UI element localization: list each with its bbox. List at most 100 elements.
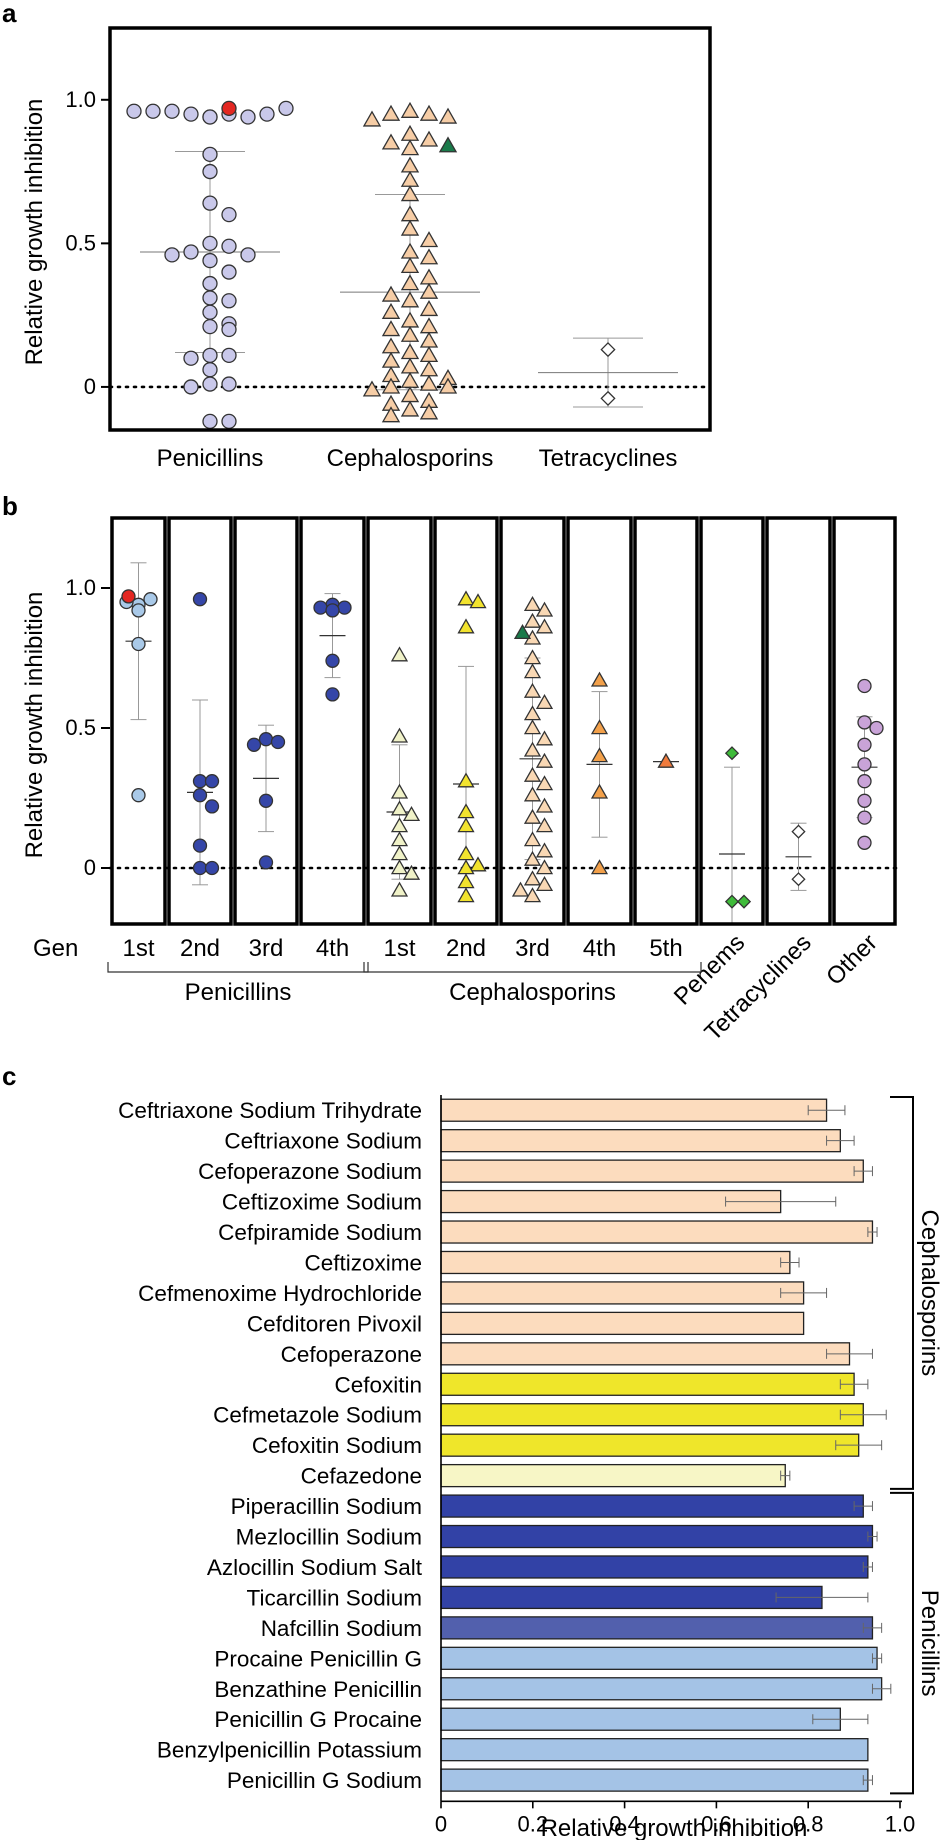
panel-c-bar	[440, 1616, 874, 1640]
panel-b-data-point	[204, 799, 220, 814]
panel-c-bar-row: Benzylpenicillin Potassium	[157, 1738, 869, 1763]
panel-b-letter: b	[2, 491, 18, 521]
panel-b-data-point	[535, 601, 554, 617]
panel-a-data-point	[400, 400, 420, 417]
panel-b-x-generation-label: 4th	[583, 935, 616, 962]
panel-b-x-generation-label: 5th	[649, 935, 682, 962]
panel-a-data-point	[400, 170, 420, 187]
panel-c-bar	[440, 1524, 874, 1549]
panel-c-bracket-label: Cephalosporins	[916, 1210, 943, 1377]
panel-b-data-point	[535, 797, 554, 813]
panel-a-data-point	[400, 101, 420, 118]
panel-a-data-point	[126, 103, 142, 119]
panel-b-data-point	[535, 752, 554, 768]
panel-a-data-point	[400, 357, 420, 374]
panel-a-data-point	[419, 248, 439, 265]
panel-b-data-point	[457, 845, 475, 861]
panel-a-data-point	[202, 347, 218, 363]
panel-a-data-point	[183, 379, 199, 395]
panel-b-data-point	[523, 808, 542, 824]
panel-c-bar-row: Benzathine Penicillin	[214, 1677, 892, 1702]
panel-b-column-penem-penems	[719, 746, 752, 924]
panel-a-data-point	[202, 362, 218, 378]
panel-a-data-point	[221, 321, 237, 338]
panel-b-column-frame	[167, 516, 233, 926]
panel-c-bar-row: Ticarcillin Sodium	[247, 1585, 869, 1610]
panel-a-data-point	[400, 256, 420, 274]
panel-a-data-point	[438, 377, 458, 394]
panel-b-data-point	[523, 831, 542, 847]
panel-c-bracket	[890, 1096, 914, 1490]
panel-c-bar	[440, 1281, 805, 1305]
panel-b-data-point	[523, 663, 542, 679]
panel-c-bar	[440, 1220, 874, 1244]
panel-c-bar-label: Cefoxitin	[334, 1372, 422, 1397]
panel-b-data-point	[192, 774, 208, 789]
panel-b-data-point	[523, 612, 542, 628]
panel-a-data-point	[240, 247, 256, 263]
panel-b-data-point	[736, 894, 752, 909]
panel-b-column-ceph-2nd	[453, 590, 487, 903]
panel-c-bar	[440, 1585, 823, 1610]
panel-a-data-point	[419, 317, 439, 334]
panel-b-data-point	[457, 873, 475, 889]
panel-a-data-point	[362, 380, 382, 397]
panel-a-data-point	[202, 235, 218, 252]
panel-c-x-tick-label: 0.6	[701, 1811, 732, 1836]
panel-b-y-tick-label: 1.0	[65, 575, 96, 600]
panel-c-bar	[440, 1129, 841, 1153]
panel-a-data-point	[400, 124, 420, 141]
panel-b-data-point	[535, 859, 554, 875]
panel-b-data-point	[390, 727, 409, 743]
panel-b-data-point	[131, 636, 146, 652]
panel-b-column-pen-1st	[119, 562, 158, 803]
panel-c-bar-label: Benzylpenicillin Potassium	[157, 1738, 422, 1763]
panel-a-data-point	[600, 342, 616, 358]
panel-a-data-point	[202, 275, 218, 292]
panel-c-bar-label: Penicillin G Procaine	[214, 1707, 422, 1732]
panel-a-highlight-point	[221, 100, 237, 117]
panel-a-data-point	[221, 376, 237, 392]
panel-c-bar	[440, 1555, 869, 1579]
panel-c-bar	[440, 1159, 864, 1183]
panel-a-data-point	[400, 343, 420, 360]
panel-c-bar	[440, 1372, 855, 1396]
panel-a-group-cephalosporins	[340, 101, 480, 423]
panel-c-bar-row: Cefmenoxime Hydrochloride	[138, 1281, 828, 1306]
panel-a-data-point	[419, 345, 439, 363]
panel-b-data-point	[535, 694, 554, 710]
panel-a-data-point	[221, 413, 237, 430]
panel-b-data-point	[457, 772, 475, 788]
panel-b-group-label: Penicillins	[185, 979, 292, 1006]
panel-c-bar-row: Ceftizoxime	[304, 1250, 800, 1275]
panel-a-data-point	[381, 285, 401, 302]
panel-c-bar-row: Ceftizoxime Sodium	[222, 1190, 837, 1215]
panel-b-data-point	[390, 783, 409, 799]
panel-b-data-point	[857, 793, 872, 808]
panel-b-data-point	[131, 788, 146, 803]
panel-b-data-point	[402, 864, 421, 880]
panel-a-data-point	[381, 302, 401, 319]
panel-b-column-frame	[499, 516, 566, 926]
panel-b-data-point	[270, 734, 286, 750]
panel-c-x-tick-label: 0.2	[518, 1811, 549, 1836]
panel-b-x-generation-label: 2nd	[446, 935, 486, 962]
panel-b-x-generation-label: 4th	[316, 935, 349, 962]
panel-c-x-tick-label: 1.0	[885, 1811, 916, 1836]
panel-a-data-point	[400, 311, 420, 328]
panel-b-data-point	[590, 747, 609, 763]
panel-c-bar-label: Benzathine Penicillin	[214, 1677, 422, 1702]
panel-a-data-point	[145, 103, 161, 119]
panel-b-x-generation-label: 1st	[383, 935, 415, 962]
panel-a-data-point	[419, 374, 439, 391]
panel-a-data-point	[202, 413, 218, 430]
panel-b-gen-label: Gen	[33, 935, 78, 962]
panel-b-data-point	[313, 600, 328, 615]
panel-c-x-tick-label: 0.8	[793, 1811, 824, 1836]
panel-a-letter: a	[2, 0, 17, 28]
panel-b-data-point	[535, 817, 554, 833]
panel-a-data-point	[600, 390, 616, 406]
panel-b-data-point	[523, 850, 542, 866]
panel-b-column-pen-2nd	[187, 592, 220, 886]
